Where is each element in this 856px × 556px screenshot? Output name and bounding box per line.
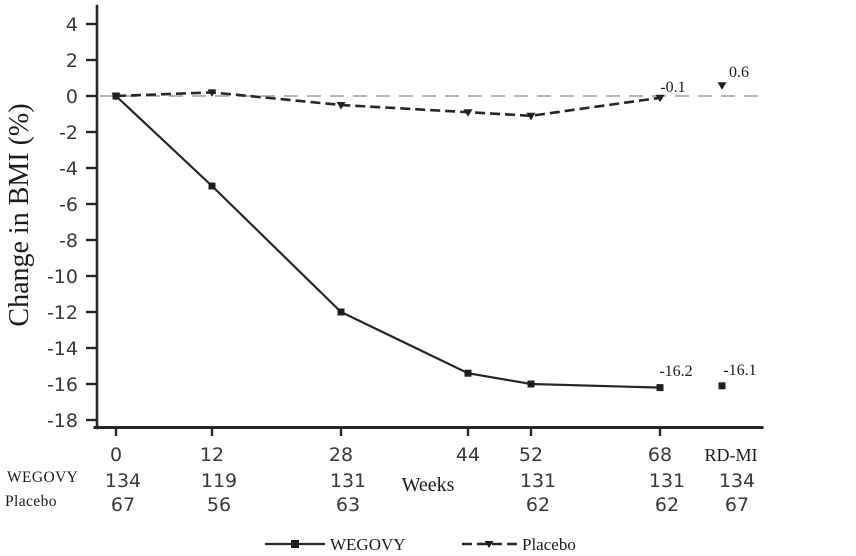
legend-label-wegovy: WEGOVY [330,535,406,554]
risk-count: 134 [719,470,755,492]
y-axis-title: Change in BMI (%) [4,103,35,326]
risk-count: 56 [207,494,231,516]
risk-count: 62 [526,494,550,516]
risk-row-label-wegovy: WEGOVY [7,469,78,486]
wegovy-legend-marker-icon [291,540,299,548]
risk-count: 67 [725,494,749,516]
x-tick-label: RD-MI [705,445,758,465]
y-tick-label: -12 [47,302,78,324]
risk-count: 131 [330,470,366,492]
placebo-rdmi-marker [717,82,727,90]
y-tick-label: 2 [66,50,78,72]
wegovy-marker [337,308,345,316]
risk-count: 131 [520,470,556,492]
risk-count: 119 [201,470,237,492]
legend-label-placebo: Placebo [522,535,576,554]
x-tick-label: 28 [329,444,353,466]
risk-row-label-placebo: Placebo [5,493,57,510]
wegovy-rdmi-value-label: -16.1 [723,362,756,379]
placebo-line [115,91,661,118]
wegovy-marker [208,182,216,190]
x-tick-label: 52 [519,444,543,466]
x-axis-title: Weeks [402,474,455,496]
placebo-marker [526,112,536,121]
wegovy-week68-value-label: -16.2 [659,363,692,380]
placebo-marker [111,93,121,101]
risk-count: 131 [649,470,685,492]
placebo-rdmi-value-label: 0.6 [729,64,749,81]
y-tick-label: -8 [59,230,78,252]
risk-count: 134 [105,470,141,492]
x-tick-label: 12 [200,444,224,466]
y-tick-label: -6 [59,194,78,216]
wegovy-marker [464,369,472,377]
placebo-marker [655,94,665,103]
y-tick-label: 4 [66,14,78,36]
placebo-marker [336,102,346,110]
wegovy-marker [656,384,664,392]
placebo-legend-marker-icon [484,541,494,548]
plot-area: 4 2 0 -2 -4 -6 -8 -10 -12 -14 -16 -18 0 12 28 44 52 68 RD-… [47,4,764,516]
x-tick-label: 68 [648,444,672,466]
y-tick-label: -16 [47,374,78,396]
y-tick-label: -2 [59,122,78,144]
wegovy-line [115,95,661,389]
placebo-week68-value-label: -0.1 [660,79,685,96]
legend: WEGOVY Placebo [265,535,576,554]
y-tick-label: -4 [59,158,78,180]
placebo-marker [463,109,473,117]
x-tick-label: 44 [456,444,480,466]
y-tick-label: -14 [47,338,78,360]
placebo-marker [207,89,217,97]
wegovy-marker [527,380,535,388]
wegovy-rdmi-marker [718,382,726,390]
y-tick-label: -18 [47,410,78,432]
risk-count: 63 [336,494,360,516]
y-tick-label: 0 [66,86,78,108]
x-tick-label: 0 [110,444,122,466]
y-tick-label: -10 [47,266,78,288]
risk-count: 67 [111,494,135,516]
risk-count: 62 [655,494,679,516]
